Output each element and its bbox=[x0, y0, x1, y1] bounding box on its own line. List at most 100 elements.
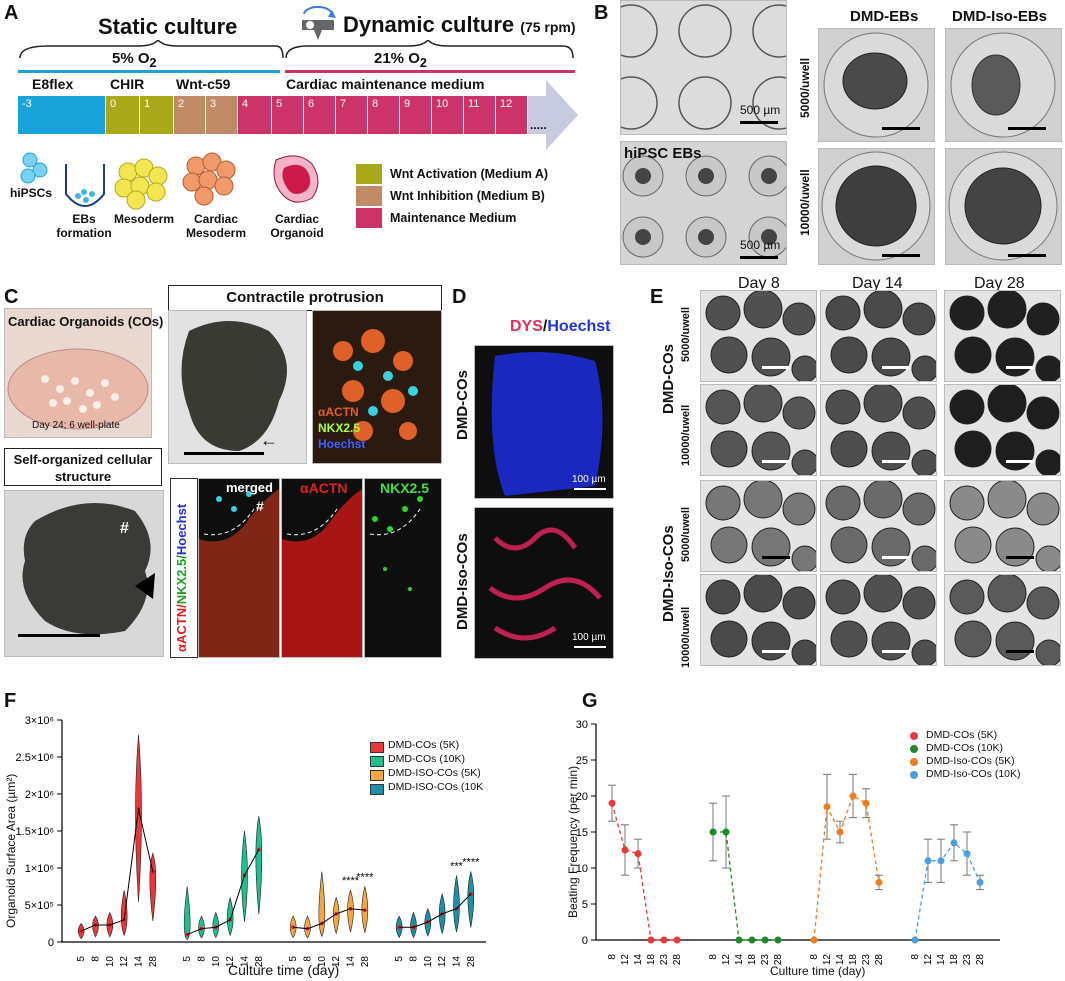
organoid-micrograph bbox=[700, 290, 817, 382]
actn-label: αACTN bbox=[300, 480, 348, 496]
scale-bar-b4 bbox=[1008, 127, 1046, 130]
f-x-tick-label: 12 bbox=[119, 956, 130, 968]
g-x-tick-label: 23 bbox=[861, 954, 872, 966]
cardiac-organoid-icon bbox=[268, 150, 326, 208]
organoid-micrograph bbox=[700, 574, 817, 666]
scale-bar-e bbox=[1006, 366, 1034, 369]
f-x-tick-label: 28 bbox=[148, 956, 159, 968]
scale-label-b1: 500 µm bbox=[740, 103, 781, 117]
nkx-label: NKX2.5 bbox=[380, 480, 430, 496]
f-legend-label: DMD-ISO-COs (5K) bbox=[388, 767, 481, 779]
row-e-10000-b: 10000/uwell bbox=[680, 606, 692, 668]
f-violin bbox=[467, 870, 475, 928]
f-violin bbox=[149, 852, 157, 921]
title-dys: DYS bbox=[510, 318, 543, 335]
medium-maint: Cardiac maintenance medium bbox=[286, 76, 485, 92]
scale-label-d2: 100 µm bbox=[572, 632, 606, 643]
f-median-line bbox=[399, 893, 472, 928]
panel-d-title: DYS/Hoechst bbox=[510, 318, 610, 336]
static-culture-title: Static culture bbox=[98, 14, 238, 39]
row-e-5000-b: 5000/uwell bbox=[680, 506, 692, 562]
f-violin bbox=[410, 911, 417, 939]
legend-c-hoechst: Hoechst bbox=[318, 437, 366, 451]
timeline-ellipsis: ..... bbox=[530, 118, 547, 132]
merged-side-label-box bbox=[170, 478, 198, 658]
micrograph-dmd-ebs-5000 bbox=[818, 28, 935, 142]
f-median-line bbox=[186, 849, 260, 936]
row-dmd-cos-d: DMD-COs bbox=[454, 370, 471, 440]
title-sep: / bbox=[542, 318, 548, 335]
stage-cardiac-organoid: Cardiac Organoid bbox=[270, 212, 324, 240]
organoid-micrograph bbox=[700, 384, 817, 476]
g-x-tick-label: 18 bbox=[646, 954, 657, 966]
f-legend-swatch bbox=[370, 770, 384, 781]
f-x-tick-label: 12 bbox=[437, 956, 448, 968]
timeline-arrow bbox=[528, 80, 578, 150]
legend-c-nkx: NKX2.5 bbox=[318, 421, 361, 435]
g-x-tick-label: 12 bbox=[923, 954, 934, 966]
g-x-tick-label: 8 bbox=[910, 954, 921, 960]
f-y-tick-label: 2.5×10⁶ bbox=[16, 752, 54, 764]
g-legend-dot bbox=[910, 758, 918, 766]
scale-bar-b3 bbox=[882, 127, 920, 130]
scale-bar-e bbox=[762, 460, 790, 463]
g-data-point bbox=[862, 799, 870, 807]
f-violin bbox=[226, 896, 234, 937]
g-data-point bbox=[621, 846, 629, 854]
panel-label-c: C bbox=[4, 286, 19, 308]
g-x-tick-label: 28 bbox=[773, 954, 784, 966]
organoid-micrograph bbox=[944, 384, 1061, 476]
stage-cardiac-mesoderm: Cardiac Mesoderm bbox=[185, 212, 247, 240]
merged-stain-image bbox=[198, 478, 280, 658]
hipsc-ebs-label: hiPSC EBs bbox=[624, 145, 702, 162]
contractile-micrograph bbox=[168, 310, 307, 464]
g-legend-dot bbox=[910, 732, 918, 740]
f-x-tick-label: 8 bbox=[197, 956, 208, 962]
g-xlabel: Culture time (day) bbox=[770, 964, 866, 978]
scale-bar-c2 bbox=[18, 634, 100, 637]
g-data-point bbox=[976, 878, 984, 886]
scale-label-b2: 500 µm bbox=[740, 238, 781, 252]
eb-well-icon bbox=[62, 160, 108, 220]
g-x-tick-label: 18 bbox=[747, 954, 758, 966]
organoid-micrograph bbox=[820, 384, 937, 476]
organoid-micrograph bbox=[944, 574, 1061, 666]
f-x-tick-label: 10 bbox=[211, 956, 222, 968]
g-x-tick-label: 23 bbox=[659, 954, 670, 966]
day-cell: 8 bbox=[368, 96, 400, 134]
g-x-tick-label: 18 bbox=[848, 954, 859, 966]
o2-static-line bbox=[18, 70, 280, 73]
micrograph-hipsc-ebs bbox=[620, 141, 787, 265]
group-dmd-iso-cos: DMD-Iso-COs bbox=[660, 525, 677, 622]
micrograph-dmd-ebs-10000 bbox=[818, 148, 935, 265]
g-data-point bbox=[774, 936, 782, 944]
legend-wnt-activation: Wnt Activation (Medium A) bbox=[390, 167, 549, 181]
o2-static-sub: 2 bbox=[149, 56, 157, 70]
f-x-tick-label: 28 bbox=[360, 956, 371, 968]
g-x-tick-label: 23 bbox=[760, 954, 771, 966]
f-x-tick-label: 10 bbox=[423, 956, 434, 968]
g-x-tick-label: 12 bbox=[620, 954, 631, 966]
row-5000-b: 5000/uwell bbox=[798, 57, 812, 118]
f-x-tick-label: 28 bbox=[466, 956, 477, 968]
organoid-micrograph bbox=[944, 480, 1061, 572]
f-median-line bbox=[293, 908, 365, 930]
plate-photo bbox=[4, 308, 152, 438]
plate-title: Cardiac Organoids (COs) bbox=[8, 314, 164, 329]
day-cell: 4 bbox=[238, 96, 272, 134]
hash-marker-merged: # bbox=[256, 498, 264, 514]
f-violin bbox=[135, 734, 142, 903]
g-series-line bbox=[713, 831, 778, 941]
day-8-header: Day 8 bbox=[738, 275, 780, 292]
merged-side-label: αACTN/NKX2.5/Hoechst bbox=[174, 504, 189, 652]
day-cell: 12 bbox=[496, 96, 528, 134]
dynamic-title-text: Dynamic culture bbox=[343, 12, 515, 37]
panel-label-g: G bbox=[582, 690, 598, 712]
col-dmd-iso-ebs: DMD-Iso-EBs bbox=[952, 8, 1048, 25]
micrograph-dmd-iso-ebs-5000 bbox=[945, 28, 1062, 142]
scale-bar-e bbox=[1006, 460, 1034, 463]
scale-bar-e bbox=[882, 650, 910, 653]
day-cell: 3 bbox=[206, 96, 238, 134]
